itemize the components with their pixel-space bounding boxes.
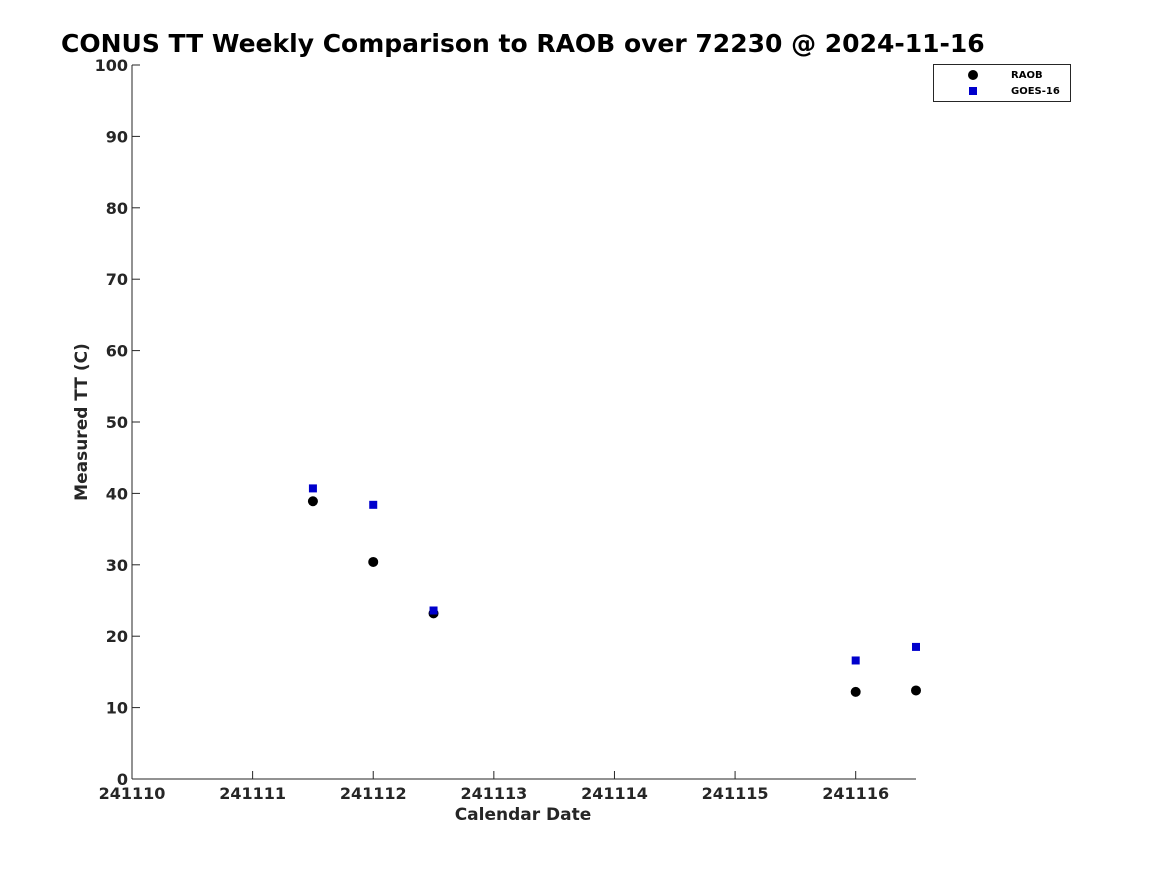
point-goes-16: [912, 642, 920, 651]
legend-marker-raob: [968, 70, 978, 80]
y-tick-label: 50: [106, 413, 128, 432]
y-tick-label: 60: [106, 342, 128, 361]
point-raob: [911, 685, 921, 696]
point-goes-16: [429, 606, 438, 615]
y-tick-label: 100: [95, 56, 128, 75]
x-tick-label: 241115: [702, 784, 769, 803]
legend-entry-goes: GOES-16: [1011, 86, 1060, 97]
data-points: [307, 484, 921, 697]
y-tick-label: 40: [106, 484, 128, 503]
x-tick-label: 241114: [581, 784, 648, 803]
point-raob: [307, 496, 318, 507]
legend-marker-goes: [969, 87, 977, 95]
legend-box: [933, 64, 1071, 102]
y-tick-label: 30: [106, 556, 128, 575]
x-tick-label: 241111: [219, 784, 286, 803]
y-tick-label: 0: [117, 770, 128, 789]
point-goes-16: [308, 484, 317, 493]
chart-title: CONUS TT Weekly Comparison to RAOB over …: [61, 29, 985, 58]
point-raob: [368, 556, 379, 567]
point-goes-16: [851, 656, 860, 665]
x-tick-label: 241112: [340, 784, 407, 803]
legend: RAOB GOES-16: [933, 64, 1071, 102]
point-raob: [850, 686, 861, 697]
x-tick-label: 241113: [460, 784, 527, 803]
x-tick-label: 241110: [99, 784, 166, 803]
y-tick-label: 20: [106, 627, 128, 646]
y-tick-label: 10: [106, 699, 128, 718]
x-tick-label: 241116: [822, 784, 889, 803]
x-axis-label: Calendar Date: [455, 805, 592, 825]
legend-entry-raob: RAOB: [1011, 70, 1043, 81]
y-tick-label: 70: [106, 270, 128, 289]
axes: [131, 64, 916, 780]
y-tick-label: 80: [106, 199, 128, 218]
point-goes-16: [369, 500, 378, 509]
tick-labels: 0 10 20 30 40 50 60 70 80 90 100 241110 241111 241112…: [95, 56, 889, 803]
y-tick-label: 90: [106, 127, 128, 146]
y-axis-label: Measured TT (C): [72, 343, 92, 501]
